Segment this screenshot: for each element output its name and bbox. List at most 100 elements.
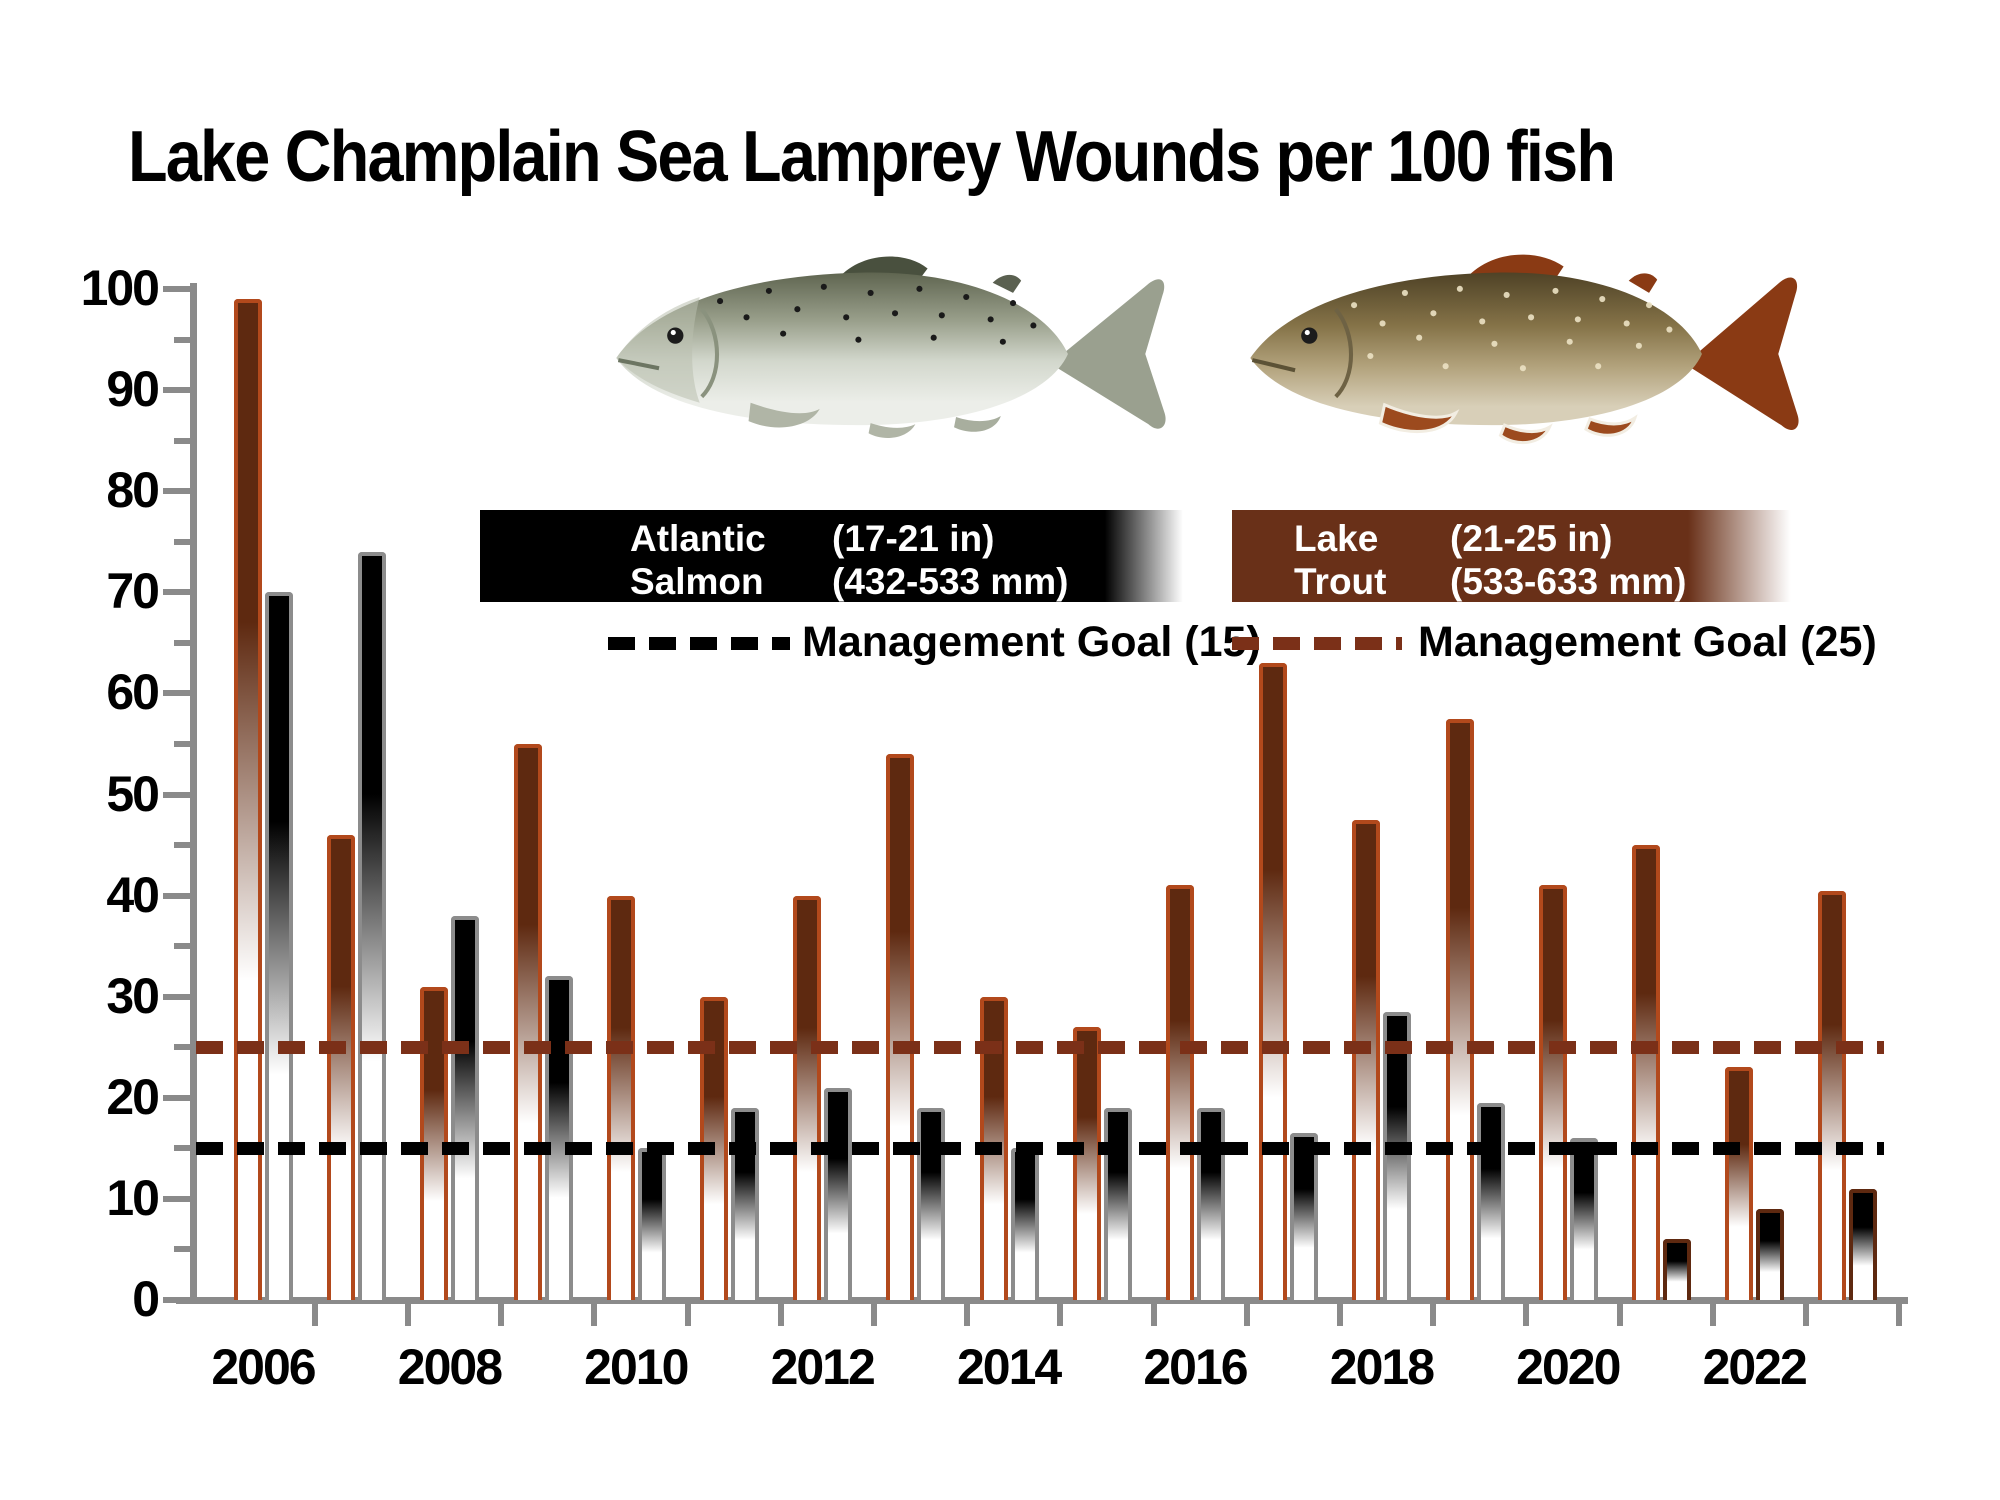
x-tick-1 <box>311 1300 318 1326</box>
bar-atlantic-salmon-2022 <box>1756 1209 1785 1300</box>
x-axis-line <box>176 1297 1908 1304</box>
x-axis-label-2018: 2018 <box>1329 1339 1435 1395</box>
y-axis-label-20: 20 <box>106 1068 160 1125</box>
y-tick-25 <box>174 1044 190 1051</box>
bar-lake-trout-2013 <box>886 754 915 1300</box>
y-tick-55 <box>174 740 190 747</box>
y-axis-label-80: 80 <box>106 462 160 519</box>
y-tick-0 <box>163 1297 190 1303</box>
bar-atlantic-salmon-2006 <box>265 592 293 1300</box>
bar-lake-trout-2021 <box>1632 845 1660 1300</box>
y-tick-20 <box>163 1094 190 1101</box>
y-tick-75 <box>174 538 190 545</box>
bar-atlantic-salmon-2020 <box>1569 1138 1598 1300</box>
bar-lake-trout-2023 <box>1818 890 1847 1300</box>
x-tick-8 <box>964 1300 971 1326</box>
y-tick-60 <box>163 690 190 697</box>
y-axis-label-60: 60 <box>106 664 160 721</box>
y-tick-5 <box>174 1246 190 1253</box>
y-axis-label-30: 30 <box>106 967 160 1024</box>
bar-atlantic-salmon-2008 <box>451 915 480 1300</box>
bar-lake-trout-2007 <box>327 834 356 1300</box>
salmon-legend-box: Atlantic Salmon (17-21 in) (432-533 mm) <box>480 510 1190 602</box>
bar-atlantic-salmon-2007 <box>358 551 387 1300</box>
x-tick-2 <box>404 1300 411 1326</box>
lake-trout-image <box>1250 254 1799 445</box>
bar-atlantic-salmon-2023 <box>1849 1188 1878 1300</box>
bar-lake-trout-2012 <box>793 895 822 1300</box>
x-axis-label-2022: 2022 <box>1702 1339 1808 1395</box>
bar-lake-trout-2010 <box>606 895 635 1300</box>
y-tick-65 <box>174 639 190 646</box>
chart-title: Lake Champlain Sea Lamprey Wounds per 10… <box>128 117 1616 197</box>
trout-legend-sizes: (21-25 in) (533-633 mm) <box>1450 518 1687 602</box>
bar-lake-trout-2020 <box>1538 885 1567 1300</box>
bar-atlantic-salmon-2011 <box>731 1107 759 1300</box>
bar-lake-trout-2018 <box>1352 819 1381 1300</box>
bar-lake-trout-2022 <box>1725 1067 1754 1300</box>
trout-legend-name: Lake Trout <box>1294 518 1387 602</box>
y-tick-80 <box>163 488 190 495</box>
y-axis-label-50: 50 <box>106 765 160 822</box>
y-axis-label-0: 0 <box>132 1271 160 1327</box>
x-tick-16 <box>1709 1300 1716 1326</box>
x-tick-12 <box>1336 1300 1343 1326</box>
bar-atlantic-salmon-2009 <box>544 976 573 1300</box>
goal-line-25 <box>196 1040 1884 1054</box>
y-tick-30 <box>163 993 190 1000</box>
x-tick-7 <box>870 1300 877 1326</box>
bar-atlantic-salmon-2012 <box>824 1087 853 1300</box>
bar-atlantic-salmon-2015 <box>1103 1107 1132 1300</box>
x-axis-label-2006: 2006 <box>211 1339 316 1395</box>
x-axis-label-2016: 2016 <box>1143 1339 1248 1395</box>
trout-goal-label: Management Goal (25) <box>1418 618 1877 666</box>
y-axis-label-10: 10 <box>106 1169 160 1226</box>
trout-goal-dash-sample <box>1232 637 1402 650</box>
x-axis-label-2020: 2020 <box>1516 1339 1621 1395</box>
x-tick-17 <box>1802 1300 1809 1326</box>
y-axis-line <box>190 283 197 1304</box>
bar-lake-trout-2009 <box>513 743 542 1300</box>
x-tick-14 <box>1523 1300 1530 1326</box>
x-tick-4 <box>591 1300 598 1326</box>
bar-atlantic-salmon-2014 <box>1010 1148 1039 1300</box>
x-axis-label-2012: 2012 <box>770 1339 876 1395</box>
trout-legend-box: Lake Trout (21-25 in) (533-633 mm) <box>1232 510 1802 602</box>
x-tick-10 <box>1150 1300 1157 1326</box>
x-axis-label-2014: 2014 <box>956 1339 1062 1395</box>
y-tick-45 <box>174 842 190 849</box>
y-tick-15 <box>174 1145 190 1152</box>
y-axis-label-90: 90 <box>106 361 160 418</box>
y-axis-label-70: 70 <box>106 563 160 620</box>
y-tick-35 <box>174 943 190 950</box>
x-tick-9 <box>1057 1300 1064 1326</box>
x-tick-11 <box>1243 1300 1250 1326</box>
x-tick-15 <box>1616 1300 1623 1326</box>
bar-atlantic-salmon-2016 <box>1197 1107 1225 1300</box>
y-axis-label-40: 40 <box>106 866 160 923</box>
bar-atlantic-salmon-2018 <box>1383 1011 1412 1300</box>
bar-atlantic-salmon-2013 <box>917 1107 946 1300</box>
bar-lake-trout-2006 <box>234 299 262 1300</box>
atlantic-salmon-image <box>616 256 1166 439</box>
salmon-legend-sizes: (17-21 in) (432-533 mm) <box>832 518 1069 602</box>
goal-line-15 <box>196 1141 1884 1155</box>
y-tick-10 <box>163 1195 190 1202</box>
bar-lake-trout-2015 <box>1072 1027 1101 1300</box>
salmon-goal-dash-sample <box>608 637 790 650</box>
salmon-legend-name: Atlantic Salmon <box>630 518 766 602</box>
x-axis-label-2010: 2010 <box>584 1339 689 1395</box>
salmon-goal-label: Management Goal (15) <box>802 618 1261 666</box>
y-tick-95 <box>174 336 190 343</box>
bar-atlantic-salmon-2021 <box>1663 1239 1691 1300</box>
bar-atlantic-salmon-2010 <box>637 1148 666 1300</box>
y-tick-100 <box>163 286 190 292</box>
bar-lake-trout-2016 <box>1166 885 1194 1300</box>
y-tick-90 <box>163 387 190 394</box>
bar-lake-trout-2017 <box>1259 663 1288 1300</box>
x-tick-5 <box>684 1300 691 1326</box>
x-tick-13 <box>1430 1300 1437 1326</box>
y-tick-70 <box>163 589 190 596</box>
x-tick-6 <box>777 1300 784 1326</box>
